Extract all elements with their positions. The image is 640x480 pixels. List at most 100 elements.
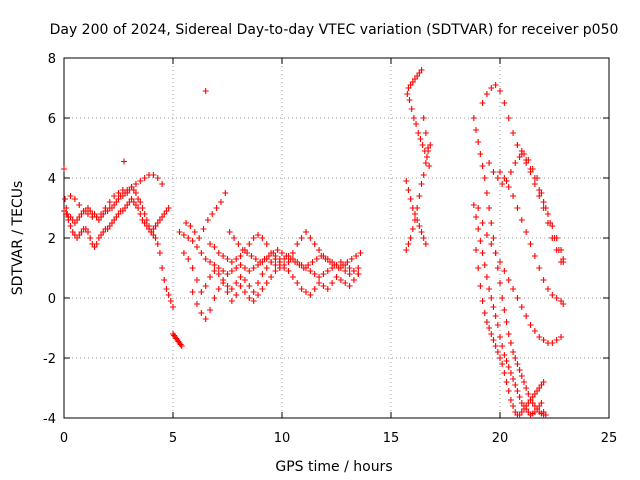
data-point xyxy=(409,205,416,211)
data-point xyxy=(544,286,551,292)
data-point xyxy=(302,229,309,235)
data-point xyxy=(163,286,170,292)
data-point xyxy=(305,262,312,268)
data-point xyxy=(490,337,497,343)
data-point xyxy=(285,268,292,274)
data-point xyxy=(150,172,157,178)
data-point xyxy=(490,304,497,310)
data-point xyxy=(477,283,484,289)
data-point xyxy=(165,292,172,298)
x-tick-label: 25 xyxy=(601,431,618,446)
data-point xyxy=(422,160,429,166)
data-point xyxy=(514,295,521,301)
data-point xyxy=(553,235,560,241)
data-point xyxy=(505,388,512,394)
data-point xyxy=(492,313,499,319)
data-point xyxy=(420,172,427,178)
data-point xyxy=(106,199,113,205)
data-point xyxy=(263,265,270,271)
data-point xyxy=(124,187,131,193)
data-point xyxy=(333,262,340,268)
data-point xyxy=(418,67,425,73)
data-point xyxy=(538,400,545,406)
data-point xyxy=(527,166,534,172)
data-point xyxy=(276,262,283,268)
data-point xyxy=(180,250,187,256)
data-point xyxy=(207,274,214,280)
data-point xyxy=(422,130,429,136)
data-point xyxy=(357,250,364,256)
data-point xyxy=(63,211,70,217)
data-point xyxy=(132,190,139,196)
data-point xyxy=(324,256,331,262)
data-point xyxy=(135,205,142,211)
data-point xyxy=(473,214,480,220)
data-point xyxy=(488,331,495,337)
series-s6 xyxy=(180,250,362,298)
data-point xyxy=(154,175,161,181)
data-point xyxy=(416,193,423,199)
data-point xyxy=(193,301,200,307)
data-point xyxy=(311,241,318,247)
data-point xyxy=(510,286,517,292)
data-point xyxy=(272,256,279,262)
data-point xyxy=(337,265,344,271)
data-point xyxy=(178,343,185,349)
data-point xyxy=(497,88,503,94)
data-point xyxy=(422,241,429,247)
data-point xyxy=(71,196,78,202)
data-point xyxy=(268,250,275,256)
data-point xyxy=(233,256,240,262)
data-point xyxy=(475,139,482,145)
data-point xyxy=(414,217,421,223)
data-point xyxy=(84,229,91,235)
data-point xyxy=(309,259,316,265)
data-point xyxy=(505,277,512,283)
data-point xyxy=(479,220,486,226)
data-point xyxy=(200,226,207,232)
data-point xyxy=(497,334,503,340)
data-point xyxy=(492,343,499,349)
data-point xyxy=(494,322,501,328)
data-point xyxy=(80,208,87,214)
data-point xyxy=(292,259,299,265)
data-point xyxy=(61,166,67,172)
data-point xyxy=(540,277,547,283)
data-point xyxy=(419,142,426,148)
data-point xyxy=(507,340,514,346)
data-point xyxy=(300,265,307,271)
data-point xyxy=(316,247,323,253)
data-point xyxy=(62,196,69,202)
data-point xyxy=(481,262,488,268)
data-point xyxy=(307,268,314,274)
series-s2 xyxy=(61,196,172,250)
series-s14 xyxy=(470,202,549,418)
data-point xyxy=(320,253,327,259)
data-point xyxy=(231,235,238,241)
data-point xyxy=(204,217,211,223)
data-point xyxy=(161,277,168,283)
data-point xyxy=(497,169,503,175)
data-point xyxy=(505,364,512,370)
data-point xyxy=(479,163,486,169)
data-point xyxy=(207,307,214,313)
series-s9 xyxy=(202,88,362,277)
data-point xyxy=(407,235,414,241)
data-point xyxy=(497,259,503,265)
data-point xyxy=(263,280,270,286)
data-point xyxy=(196,235,203,241)
data-point xyxy=(516,367,523,373)
data-point xyxy=(470,115,477,121)
data-point xyxy=(492,250,499,256)
data-point xyxy=(553,337,560,343)
data-point xyxy=(418,229,425,235)
data-point xyxy=(202,256,209,262)
data-point xyxy=(549,292,556,298)
data-point xyxy=(405,241,412,247)
data-point xyxy=(120,158,127,165)
data-point xyxy=(329,259,336,265)
data-point xyxy=(241,277,248,283)
data-point xyxy=(274,247,281,253)
data-point xyxy=(237,253,244,259)
